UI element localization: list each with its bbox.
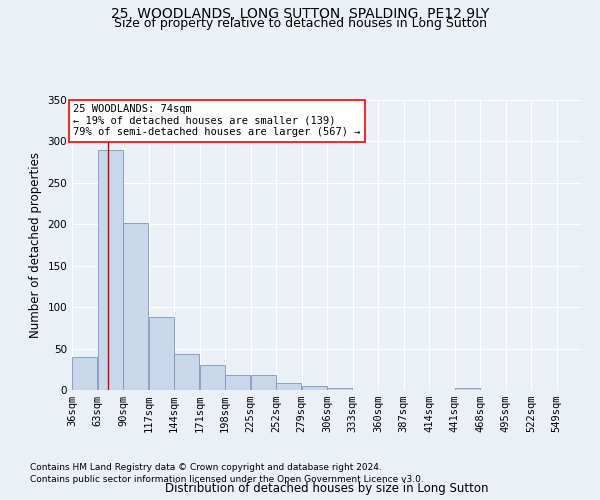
Text: Size of property relative to detached houses in Long Sutton: Size of property relative to detached ho… <box>113 18 487 30</box>
Bar <box>149 317 174 390</box>
Bar <box>276 384 301 390</box>
Bar <box>174 354 199 390</box>
Y-axis label: Number of detached properties: Number of detached properties <box>29 152 42 338</box>
Bar <box>251 375 276 390</box>
Bar <box>327 388 352 390</box>
Text: 25 WOODLANDS: 74sqm
← 19% of detached houses are smaller (139)
79% of semi-detac: 25 WOODLANDS: 74sqm ← 19% of detached ho… <box>73 104 361 138</box>
Text: Contains HM Land Registry data © Crown copyright and database right 2024.: Contains HM Land Registry data © Crown c… <box>30 464 382 472</box>
Bar <box>98 150 123 390</box>
Text: 25, WOODLANDS, LONG SUTTON, SPALDING, PE12 9LY: 25, WOODLANDS, LONG SUTTON, SPALDING, PE… <box>111 8 489 22</box>
Bar <box>302 386 327 390</box>
Bar <box>72 357 97 390</box>
Text: Distribution of detached houses by size in Long Sutton: Distribution of detached houses by size … <box>165 482 489 495</box>
Bar <box>225 375 250 390</box>
Bar <box>455 388 480 390</box>
Text: Contains public sector information licensed under the Open Government Licence v3: Contains public sector information licen… <box>30 475 424 484</box>
Bar <box>200 365 225 390</box>
Bar <box>123 222 148 390</box>
